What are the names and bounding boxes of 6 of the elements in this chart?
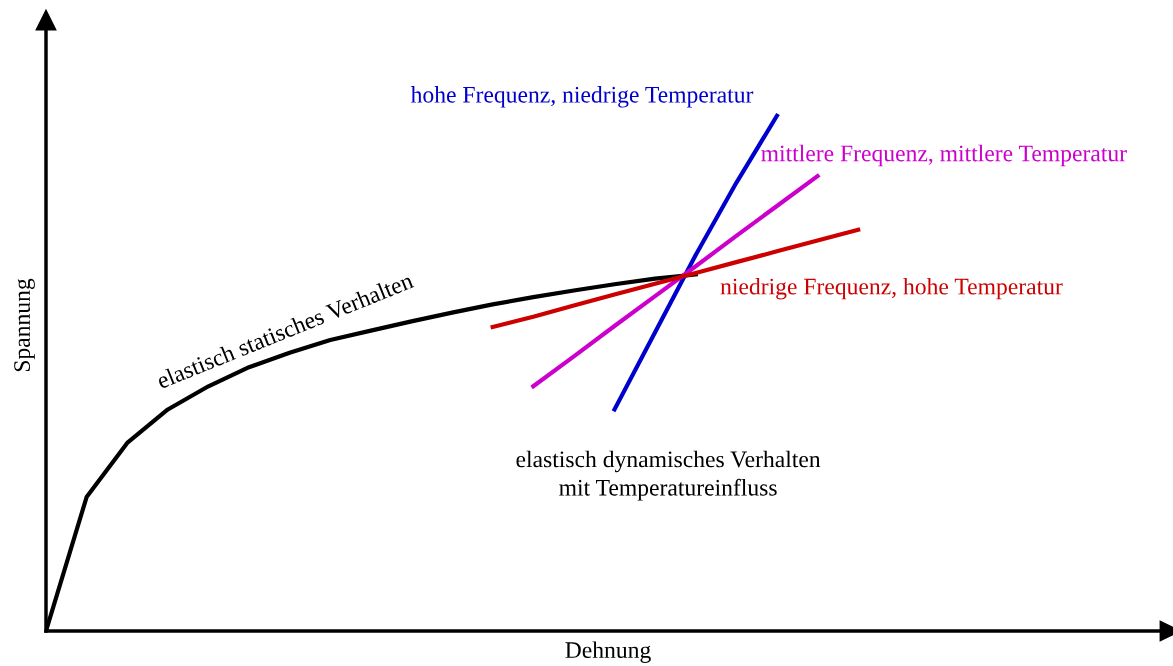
x-axis-title: Dehnung [565,641,651,663]
series-label: niedrige Frequenz, hohe Temperatur [720,277,1063,300]
series-label: hohe Frequenz, niedrige Temperatur [410,86,754,108]
annotation: elastisch dynamisches Verhalten mit Temperatureinfluss [516,450,821,501]
y-axis-title: Spannung [14,278,35,372]
series-label: mittlere Frequenz, mittlere Temperatur [761,144,1127,167]
